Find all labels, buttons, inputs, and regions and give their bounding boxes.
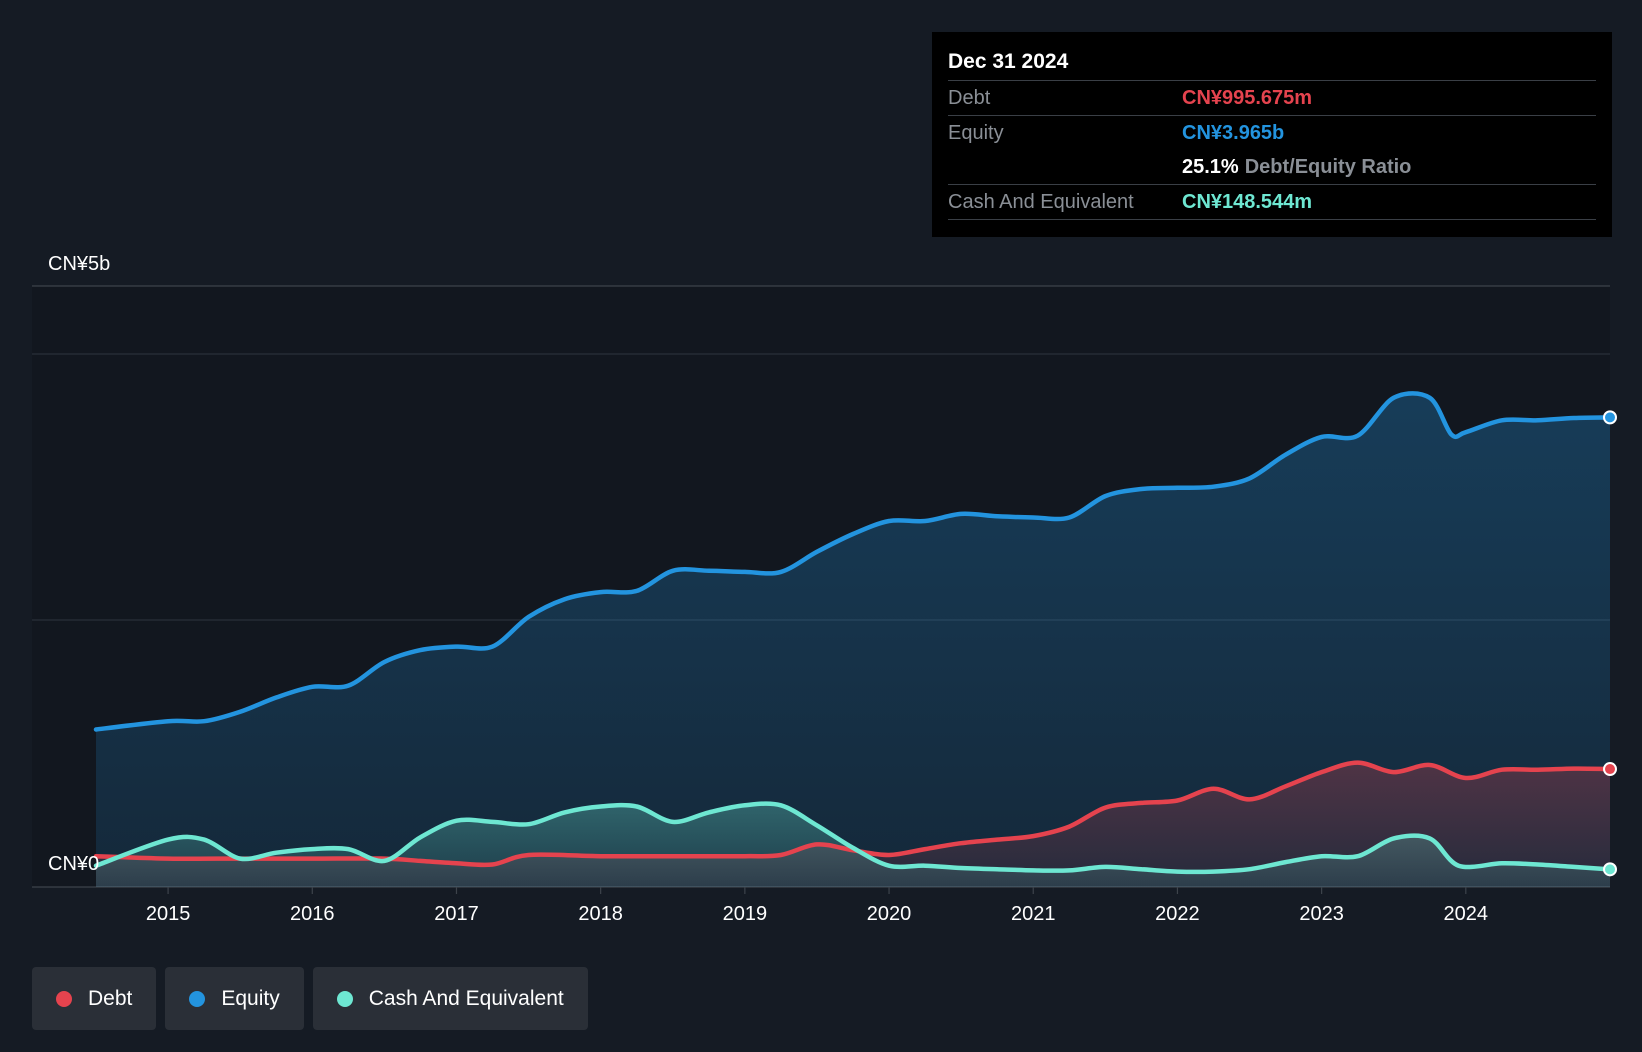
equity-endpoint	[1603, 410, 1617, 425]
tooltip-debt-label: Debt	[948, 87, 991, 109]
x-tick-label-2020: 2020	[867, 903, 912, 925]
tooltip-equity-value: CN¥3.965b	[1182, 122, 1285, 144]
x-tick-label-2023: 2023	[1299, 903, 1344, 925]
x-tick-label-2017: 2017	[434, 903, 479, 925]
tooltip-ratio-value: 25.1%	[1182, 156, 1239, 178]
x-tick-label-2018: 2018	[578, 903, 623, 925]
legend-cash-label: Cash And Equivalent	[368, 986, 564, 1010]
equity-line	[93, 391, 1613, 732]
x-tick-label-2021: 2021	[1011, 903, 1056, 925]
cash-line	[93, 801, 1613, 875]
y-axis-top-label: CN¥5b	[48, 253, 110, 275]
legend-item-cash[interactable]: Cash And Equivalent	[312, 967, 588, 1030]
legend-debt-label: Debt	[88, 986, 133, 1010]
tooltip-cash-label: Cash And Equivalent	[948, 191, 1134, 213]
tooltip-panel: Dec 31 2024 Debt CN¥995.675m Equity CN¥3…	[932, 32, 1612, 237]
cash-dot-icon	[336, 990, 353, 1007]
tooltip-debt-value: CN¥995.675m	[1182, 87, 1313, 109]
debt-endpoint	[1603, 762, 1617, 777]
equity-area	[96, 393, 1610, 887]
y-axis-bottom-label: CN¥0	[48, 853, 99, 875]
legend-item-debt[interactable]: Debt	[32, 967, 157, 1030]
tooltip-cash-row: Cash And Equivalent CN¥148.544m	[948, 185, 1596, 220]
legend-item-equity[interactable]: Equity	[165, 967, 304, 1030]
debt-dot-icon	[56, 990, 72, 1007]
tooltip-debt-row: Debt CN¥995.675m	[948, 81, 1596, 116]
x-tick-label-2019: 2019	[723, 903, 768, 925]
tooltip-ratio-row: 25.1% Debt/Equity Ratio	[948, 150, 1596, 185]
tooltip-equity-row: Equity CN¥3.965b	[948, 116, 1596, 150]
debt-area	[96, 762, 1610, 887]
x-tick-label-2022: 2022	[1155, 903, 1200, 925]
x-tick-label-2016: 2016	[290, 903, 335, 925]
legend: Debt Equity Cash And Equivalent	[32, 967, 588, 1030]
x-tick-label-2024: 2024	[1444, 903, 1489, 925]
tooltip-cash-value: CN¥148.544m	[1182, 191, 1313, 213]
x-tick-label-2015: 2015	[146, 903, 191, 925]
cash-endpoint	[1603, 862, 1617, 877]
equity-dot-icon	[189, 990, 206, 1007]
tooltip-equity-label: Equity	[948, 122, 1004, 144]
debt-line	[93, 760, 1613, 868]
legend-equity-label: Equity	[221, 986, 280, 1010]
tooltip-ratio-label: Debt/Equity Ratio	[1244, 156, 1412, 178]
tooltip-date: Dec 31 2024	[948, 32, 1596, 81]
